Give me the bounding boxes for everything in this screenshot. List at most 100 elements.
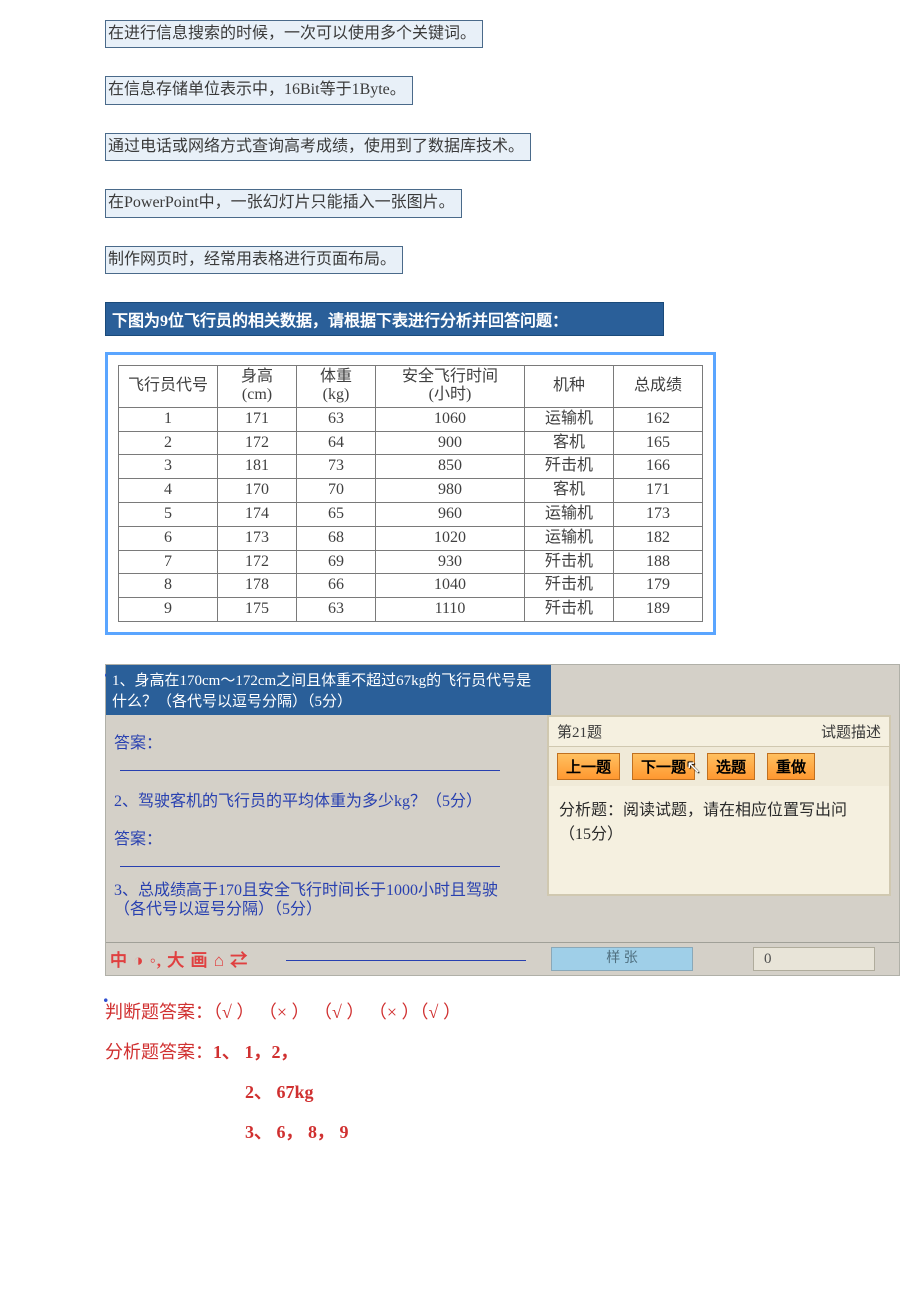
table-cell: 850 xyxy=(376,455,525,479)
analysis-answers-line1: 分析题答案：1、 1，2， xyxy=(105,1038,900,1064)
answer-label-2: 答案： xyxy=(114,831,162,848)
table-cell: 66 xyxy=(297,574,376,598)
table-cell: 运输机 xyxy=(525,526,614,550)
pilot-data-table: 飞行员代号身高(cm)体重(kg)安全飞行时间(小时)机种总成绩11716310… xyxy=(118,365,703,622)
table-cell: 173 xyxy=(218,526,297,550)
table-row: 1171631060运输机162 xyxy=(119,407,703,431)
table-cell: 9 xyxy=(119,598,218,622)
table-cell: 182 xyxy=(614,526,703,550)
next-question-button[interactable]: 下一题 xyxy=(632,753,695,780)
table-cell: 166 xyxy=(614,455,703,479)
table-row: 9175631110歼击机189 xyxy=(119,598,703,622)
table-cell: 900 xyxy=(376,431,525,455)
table-row: 8178661040歼击机179 xyxy=(119,574,703,598)
table-cell: 歼击机 xyxy=(525,550,614,574)
status-bar: 中 ◑ ◦, 大 画 ⌂ ⇄ 样 张 0 xyxy=(106,942,899,975)
statement-2: 在信息存储单位表示中，16Bit等于1Byte。 xyxy=(105,76,413,104)
question-number-label: 第21题 xyxy=(557,721,602,742)
question-3: 3、总成绩高于170且安全飞行时间长于1000小时且驾驶 （各代号以逗号分隔）（… xyxy=(114,881,551,919)
column-header: 身高(cm) xyxy=(218,365,297,407)
table-cell: 170 xyxy=(218,479,297,503)
true-false-statements: 在进行信息搜索的时候，一次可以使用多个关键词。在信息存储单位表示中，16Bit等… xyxy=(105,20,900,274)
table-cell: 客机 xyxy=(525,479,614,503)
prev-question-button[interactable]: 上一题 xyxy=(557,753,620,780)
table-cell: 73 xyxy=(297,455,376,479)
table-cell: 174 xyxy=(218,502,297,526)
table-cell: 4 xyxy=(119,479,218,503)
answer-input-1[interactable] xyxy=(120,766,500,771)
navigation-panel: 第21题 试题描述 上一题 下一题 选题 重做 分析题：阅读试题，请在相应位置写… xyxy=(547,715,891,896)
table-cell: 1040 xyxy=(376,574,525,598)
column-header: 飞行员代号 xyxy=(119,365,218,407)
question-1: 1、身高在170cm～172cm之间且体重不超过67kg的飞行员代号是什么？（各… xyxy=(106,665,551,715)
table-cell: 歼击机 xyxy=(525,455,614,479)
table-cell: 172 xyxy=(218,550,297,574)
question-panel: . 1、身高在170cm～172cm之间且体重不超过67kg的飞行员代号是什么？… xyxy=(105,664,900,976)
analysis-answers-line3: 3、 6， 8， 9 xyxy=(105,1118,900,1144)
table-cell: 运输机 xyxy=(525,502,614,526)
statement-5: 制作网页时，经常用表格进行页面布局。 xyxy=(105,246,403,274)
table-cell: 8 xyxy=(119,574,218,598)
table-cell: 70 xyxy=(297,479,376,503)
table-cell: 65 xyxy=(297,502,376,526)
table-cell: 178 xyxy=(218,574,297,598)
table-cell: 172 xyxy=(218,431,297,455)
table-cell: 3 xyxy=(119,455,218,479)
table-cell: 162 xyxy=(614,407,703,431)
table-cell: 189 xyxy=(614,598,703,622)
table-cell: 68 xyxy=(297,526,376,550)
table-cell: 64 xyxy=(297,431,376,455)
table-cell: 1110 xyxy=(376,598,525,622)
table-row: 717269930歼击机188 xyxy=(119,550,703,574)
table-cell: 1060 xyxy=(376,407,525,431)
counter-box: 0 xyxy=(753,947,875,971)
table-cell: 运输机 xyxy=(525,407,614,431)
section-header: 下图为9位飞行员的相关数据，请根据下表进行分析并回答问题： xyxy=(105,302,664,336)
table-cell: 179 xyxy=(614,574,703,598)
table-cell: 1 xyxy=(119,407,218,431)
table-cell: 173 xyxy=(614,502,703,526)
question-desc-label: 试题描述 xyxy=(821,721,881,742)
answer-input-2[interactable] xyxy=(120,862,500,867)
table-cell: 930 xyxy=(376,550,525,574)
column-header: 机种 xyxy=(525,365,614,407)
table-cell: 7 xyxy=(119,550,218,574)
table-cell: 歼击机 xyxy=(525,598,614,622)
table-cell: 2 xyxy=(119,431,218,455)
pick-question-button[interactable]: 选题 xyxy=(707,753,755,780)
table-cell: 6 xyxy=(119,526,218,550)
column-header: 总成绩 xyxy=(614,365,703,407)
statement-4: 在PowerPoint中，一张幻灯片只能插入一张图片。 xyxy=(105,189,462,217)
table-cell: 165 xyxy=(614,431,703,455)
question-description: 分析题：阅读试题，请在相应位置写出问 （15分） xyxy=(549,786,889,894)
table-cell: 客机 xyxy=(525,431,614,455)
answer-label-1: 答案： xyxy=(114,735,162,752)
table-cell: 1020 xyxy=(376,526,525,550)
judge-answers: 判断题答案：（√ ） （× ） （√ ） （× ）（√ ） xyxy=(105,998,900,1024)
statement-3: 通过电话或网络方式查询高考成绩，使用到了数据库技术。 xyxy=(105,133,531,161)
statement-1: 在进行信息搜索的时候，一次可以使用多个关键词。 xyxy=(105,20,483,48)
column-header: 安全飞行时间(小时) xyxy=(376,365,525,407)
table-cell: 69 xyxy=(297,550,376,574)
redo-button[interactable]: 重做 xyxy=(767,753,815,780)
table-cell: 63 xyxy=(297,598,376,622)
table-cell: 175 xyxy=(218,598,297,622)
answer-input-bottom[interactable] xyxy=(286,956,526,961)
answer-key-section: 判断题答案：（√ ） （× ） （√ ） （× ）（√ ） 分析题答案：1、 1… xyxy=(105,998,900,1144)
table-row: 517465960运输机173 xyxy=(119,502,703,526)
analysis-answers-line2: 2、 67kg xyxy=(105,1078,900,1104)
question-2: 2、驾驶客机的飞行员的平均体重为多少kg？（5分） xyxy=(114,787,551,811)
table-cell: 歼击机 xyxy=(525,574,614,598)
ime-indicator: 中 ◑ ◦, 大 画 ⌂ ⇄ xyxy=(106,946,248,971)
table-cell: 63 xyxy=(297,407,376,431)
table-cell: 960 xyxy=(376,502,525,526)
table-row: 6173681020运输机182 xyxy=(119,526,703,550)
table-cell: 171 xyxy=(218,407,297,431)
column-header: 体重(kg) xyxy=(297,365,376,407)
table-cell: 181 xyxy=(218,455,297,479)
dot-mark-icon: . xyxy=(103,982,109,1008)
table-cell: 171 xyxy=(614,479,703,503)
table-row: 318173850歼击机166 xyxy=(119,455,703,479)
pilot-data-table-wrap: 飞行员代号身高(cm)体重(kg)安全飞行时间(小时)机种总成绩11716310… xyxy=(105,352,716,635)
table-cell: 5 xyxy=(119,502,218,526)
